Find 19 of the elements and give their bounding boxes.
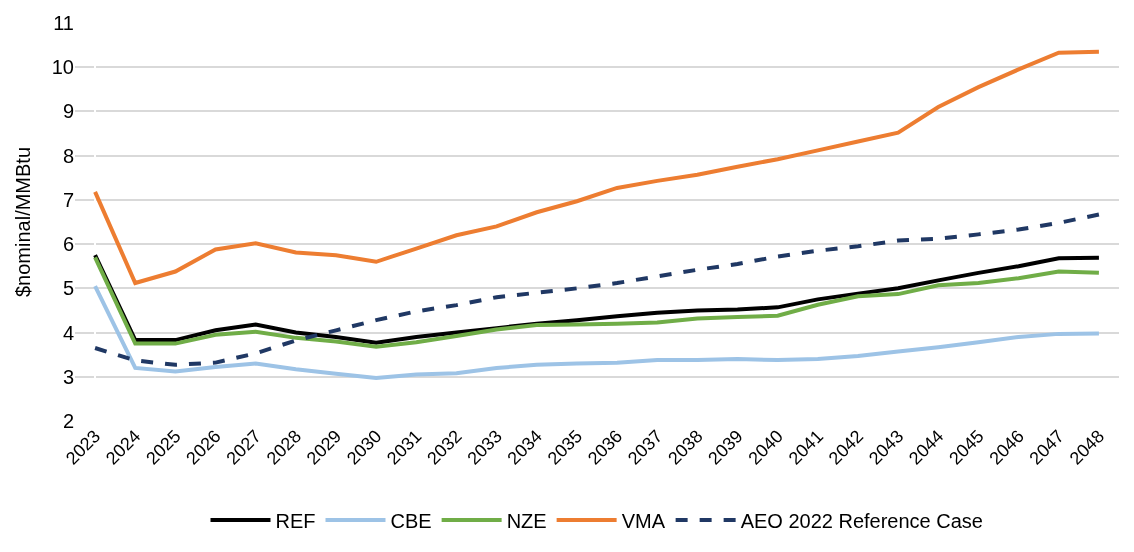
y-tick-label: 4: [62, 321, 74, 344]
y-axis-title: $nominal/MMBtu: [12, 146, 35, 298]
y-tick-label: 11: [53, 12, 74, 34]
y-tick-label: 5: [62, 277, 74, 300]
y-tick-label: 9: [62, 100, 74, 123]
y-tick-label: 3: [62, 365, 74, 388]
y-tick-label: 2: [62, 410, 74, 432]
y-tick-label: 6: [62, 233, 74, 256]
line-series: [93, 284, 1101, 381]
legend-label: CBE: [390, 509, 432, 532]
line-series: [93, 212, 1101, 367]
legend-label: AEO 2022 Reference Case: [740, 509, 983, 532]
legend-label: NZE: [506, 509, 547, 532]
y-tick-label: 7: [62, 188, 74, 211]
y-tick-label: 10: [51, 56, 74, 79]
legend-label: REF: [275, 509, 316, 532]
y-tick-label: 8: [62, 144, 74, 167]
line-series: [93, 49, 1101, 286]
legend-label: VMA: [621, 509, 666, 532]
